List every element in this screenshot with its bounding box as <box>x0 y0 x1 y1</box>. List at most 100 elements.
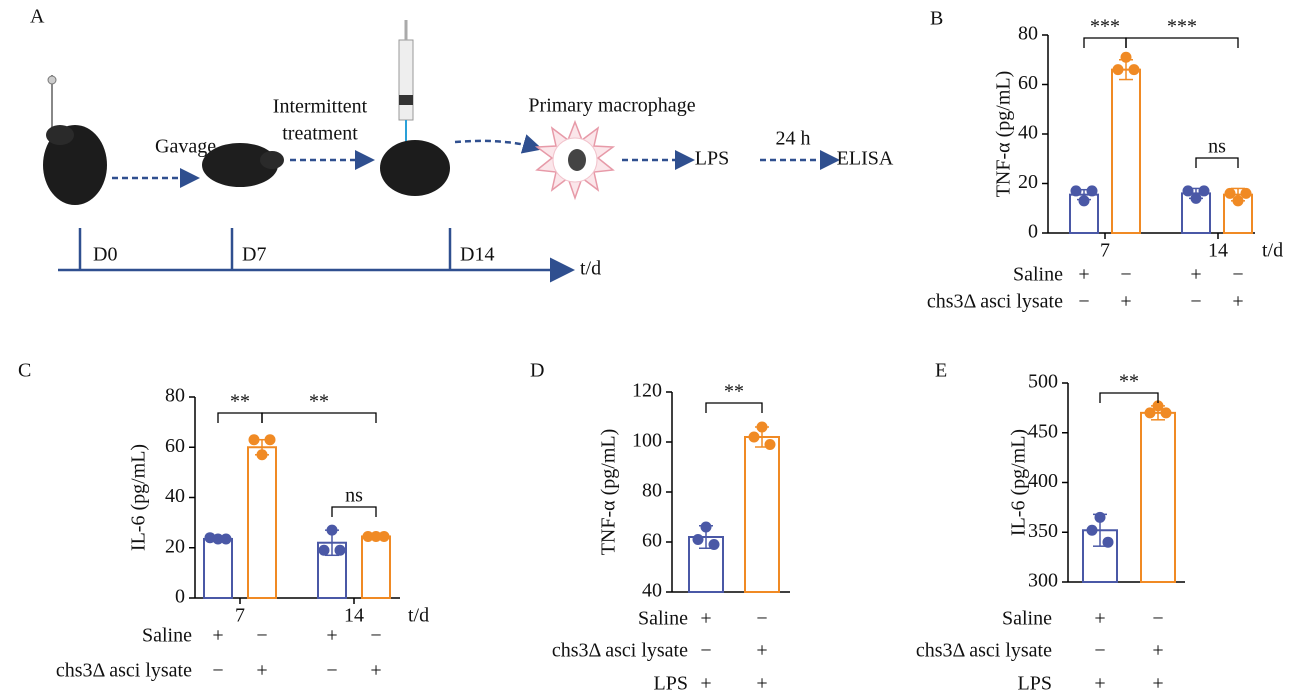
significance-bracket <box>705 402 763 413</box>
x-tick-label: 7 <box>235 605 245 627</box>
y-tick-label: 40 <box>165 485 185 507</box>
significance-label: ** <box>230 391 250 413</box>
y-tick-label: 80 <box>165 385 185 407</box>
condition-mark: + <box>1078 264 1089 286</box>
timeline-axis-label: t/d <box>580 258 601 280</box>
y-tick-label: 0 <box>175 586 185 608</box>
condition-mark: + <box>1152 673 1163 695</box>
data-point <box>256 449 268 461</box>
condition-label: Saline <box>142 625 192 647</box>
y-axis-label: TNF-α (pg/mL) <box>993 71 1015 198</box>
y-axis-label: IL-6 (pg/mL) <box>128 444 150 551</box>
significance-label: ** <box>724 381 744 403</box>
data-point <box>326 524 338 536</box>
panel-label: B <box>930 8 943 30</box>
significance-label: ** <box>309 391 329 413</box>
data-point <box>1128 64 1140 76</box>
bar <box>1111 68 1141 235</box>
condition-mark: − <box>1078 291 1089 313</box>
arrow <box>454 134 543 154</box>
macrophage <box>534 119 616 201</box>
step-label: Primary macrophage <box>528 95 695 117</box>
timeline-label: D7 <box>242 244 266 266</box>
condition-mark: − <box>1152 608 1163 630</box>
data-point <box>1144 407 1156 419</box>
y-tick-label: 300 <box>1028 570 1058 592</box>
step-label: ELISA <box>837 148 894 170</box>
syringe-mark <box>399 95 413 105</box>
significance-bracket <box>217 412 263 423</box>
data-point <box>264 434 276 446</box>
significance-bracket <box>1195 157 1239 168</box>
condition-mark: + <box>1232 291 1243 313</box>
condition-label: LPS <box>654 673 688 695</box>
y-tick-label: 350 <box>1028 520 1058 542</box>
data-point <box>1224 187 1236 199</box>
y-tick-label: 20 <box>1018 171 1038 193</box>
y-axis-label: IL-6 (pg/mL) <box>1008 429 1030 536</box>
condition-label: chs3Δ asci lysate <box>552 640 688 662</box>
data-point <box>318 544 330 556</box>
data-point <box>756 421 768 433</box>
bar <box>361 535 391 599</box>
mouse-head <box>260 151 284 169</box>
data-point <box>1190 192 1202 204</box>
condition-mark: + <box>700 673 711 695</box>
data-point <box>212 533 224 545</box>
needle-head <box>47 75 57 85</box>
x-tick-label: 14 <box>1208 240 1228 262</box>
data-point <box>700 521 712 533</box>
condition-label: LPS <box>1018 673 1052 695</box>
condition-mark: − <box>1232 264 1243 286</box>
significance-label: *** <box>1090 16 1120 38</box>
data-point <box>362 530 374 542</box>
condition-label: chs3Δ asci lysate <box>927 291 1063 313</box>
significance-bracket <box>1125 37 1239 48</box>
y-axis-label: TNF-α (pg/mL) <box>598 429 620 556</box>
bar <box>247 446 277 599</box>
y-tick-label: 100 <box>632 430 662 452</box>
y-tick-label: 450 <box>1028 420 1058 442</box>
y-tick-label: 0 <box>1028 221 1038 243</box>
data-point <box>708 539 720 550</box>
condition-mark: + <box>326 625 337 647</box>
condition-mark: + <box>370 660 381 682</box>
condition-mark: − <box>1094 640 1105 662</box>
panel-label: E <box>935 360 947 382</box>
data-point <box>378 530 390 542</box>
data-point <box>764 439 776 450</box>
data-point <box>1070 185 1082 197</box>
condition-mark: + <box>1190 264 1201 286</box>
y-tick-label: 40 <box>642 580 662 602</box>
condition-mark: + <box>212 625 223 647</box>
data-point <box>1086 524 1098 536</box>
panel-label: D <box>530 360 544 382</box>
data-point <box>248 434 260 446</box>
y-tick-label: 60 <box>1018 72 1038 94</box>
y-tick-label: 60 <box>642 530 662 552</box>
step-label: Gavage <box>155 136 216 158</box>
condition-mark: − <box>700 640 711 662</box>
data-point <box>1182 185 1194 197</box>
condition-mark: − <box>326 660 337 682</box>
condition-mark: + <box>1152 640 1163 662</box>
condition-mark: + <box>1120 291 1131 313</box>
data-point <box>1094 511 1106 523</box>
condition-label: chs3Δ asci lysate <box>56 660 192 682</box>
significance-bracket <box>331 506 377 517</box>
step-label: 24 h <box>776 128 811 150</box>
step-label: Intermittent <box>273 96 368 118</box>
data-point <box>334 544 346 556</box>
condition-label: Saline <box>1002 608 1052 630</box>
step-label: LPS <box>695 148 729 170</box>
syringe <box>398 39 414 121</box>
condition-mark: + <box>756 673 767 695</box>
condition-label: Saline <box>638 608 688 630</box>
data-point <box>1160 407 1172 419</box>
panel-label: C <box>18 360 31 382</box>
x-tick-label: 14 <box>344 605 364 627</box>
x-axis-label: t/d <box>408 605 429 627</box>
data-point <box>1112 64 1124 76</box>
data-point <box>220 533 232 545</box>
